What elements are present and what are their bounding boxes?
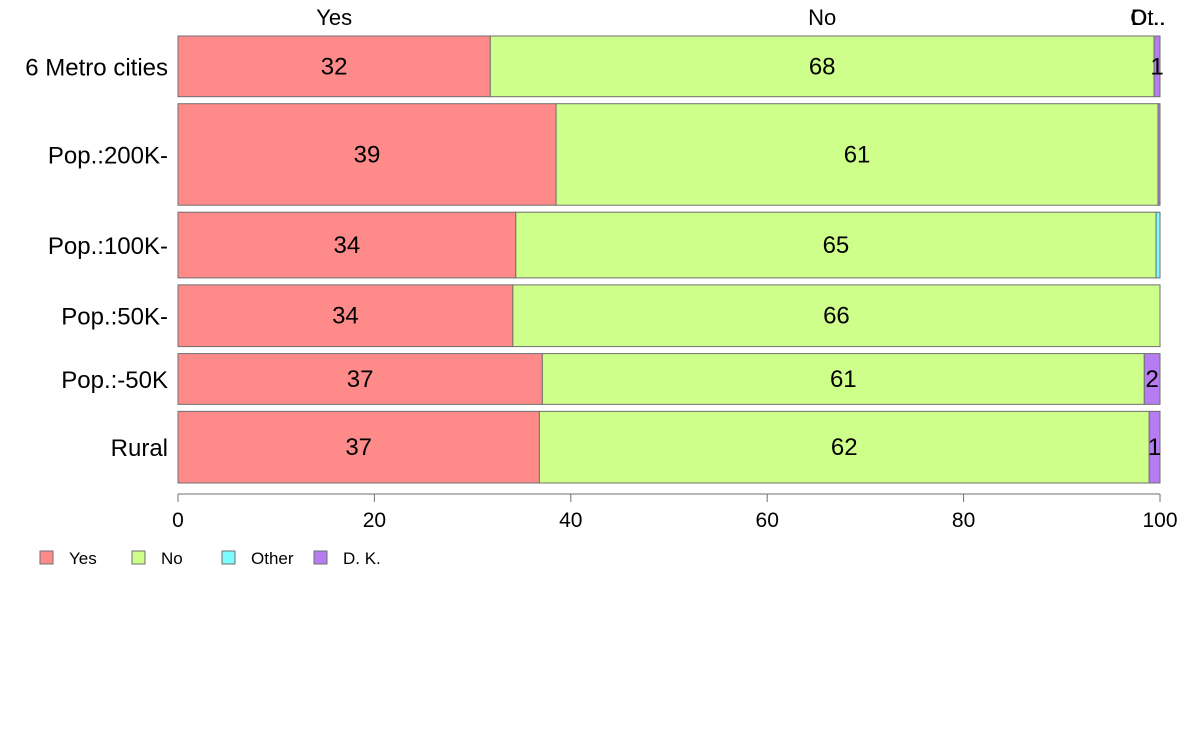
bar-segment-no-6-metro-cities <box>489 35 1155 98</box>
legend-label-yes: Yes <box>69 549 97 568</box>
top-label-no: No <box>808 5 836 30</box>
data-label-yes-pop-50k: 34 <box>332 303 359 330</box>
legend: Yes No Other D. K. <box>39 549 381 568</box>
bar-segment-other-pop-100k <box>1155 211 1161 279</box>
legend-swatch-no <box>131 550 146 565</box>
x-tick-label-0: 0 <box>172 509 184 532</box>
data-label-no-pop-200k: 61 <box>844 141 871 168</box>
category-labels: 6 Metro cities Pop.:200K- Pop.:100K- Pop.:5… <box>25 54 168 462</box>
bar-segments: 32 68 1 39 61 34 65 34 66 37 61 2 37 62 1 <box>177 35 1164 484</box>
bar-segment-d-k-pop-200k <box>1157 103 1161 206</box>
bar-segment-yes-pop-50k <box>177 284 514 348</box>
legend-label-d-k: D. K. <box>343 549 381 568</box>
bar-segment-yes-pop-200k <box>177 103 557 206</box>
category-label-pop-200k: Pop.:200K- <box>48 142 168 169</box>
category-label-pop-100k: Pop.:100K- <box>48 233 168 260</box>
data-label-yes-pop-50k: 37 <box>347 366 374 393</box>
bar-segment-yes-pop-50k <box>177 353 543 405</box>
legend-swatch-other <box>221 550 236 565</box>
legend-label-other: Other <box>251 549 294 568</box>
data-label-d-k-rural: 1 <box>1148 434 1161 461</box>
legend-label-no: No <box>161 549 183 568</box>
top-label-yes: Yes <box>316 5 352 30</box>
category-label-6-metro-cities: 6 Metro cities <box>25 54 168 81</box>
category-label-pop-50k: Pop.:-50K <box>61 367 168 394</box>
x-tick-label-100: 100 <box>1142 509 1177 532</box>
data-label-yes-pop-100k: 34 <box>334 232 361 259</box>
bar-segment-no-rural <box>538 410 1150 484</box>
top-label-other: Ot.. <box>1130 5 1165 30</box>
legend-swatch-d-k <box>313 550 328 565</box>
top-label-d-k: D... <box>1131 5 1165 30</box>
x-tick-label-20: 20 <box>363 509 386 532</box>
data-label-no-rural: 62 <box>831 434 858 461</box>
data-label-d-k-6-metro-cities: 1 <box>1150 53 1163 80</box>
data-label-no-6-metro-cities: 68 <box>809 53 836 80</box>
category-label-rural: Rural <box>111 435 168 462</box>
x-axis: 0 20 40 60 80 100 <box>172 493 1178 532</box>
x-tick-label-80: 80 <box>952 509 975 532</box>
bar-segment-no-pop-50k <box>541 353 1145 405</box>
data-label-no-pop-100k: 65 <box>823 232 850 259</box>
data-label-no-pop-50k: 61 <box>830 366 857 393</box>
bar-segment-no-pop-50k <box>512 284 1161 348</box>
data-label-yes-pop-200k: 39 <box>354 141 381 168</box>
data-label-no-pop-50k: 66 <box>823 303 850 330</box>
bar-segment-yes-pop-100k <box>177 211 517 279</box>
bar-segment-yes-rural <box>177 410 540 484</box>
legend-swatch-yes <box>39 550 54 565</box>
bar-segment-d-k-rural <box>1148 410 1161 484</box>
data-label-yes-rural: 37 <box>345 434 372 461</box>
bar-segment-yes-6-metro-cities <box>177 35 491 98</box>
bar-segment-d-k-pop-50k <box>1143 353 1161 405</box>
bar-segment-d-k-6-metro-cities <box>1153 35 1161 98</box>
top-series-labels: Yes No Ot..D... <box>316 5 1166 30</box>
bar-segment-no-pop-200k <box>555 103 1159 206</box>
x-tick-label-60: 60 <box>756 509 779 532</box>
category-label-pop-50k: Pop.:50K- <box>61 304 168 331</box>
bar-segment-no-pop-100k <box>515 211 1157 279</box>
data-label-d-k-pop-50k: 2 <box>1145 366 1158 393</box>
data-label-yes-6-metro-cities: 32 <box>321 53 348 80</box>
x-tick-label-40: 40 <box>559 509 582 532</box>
